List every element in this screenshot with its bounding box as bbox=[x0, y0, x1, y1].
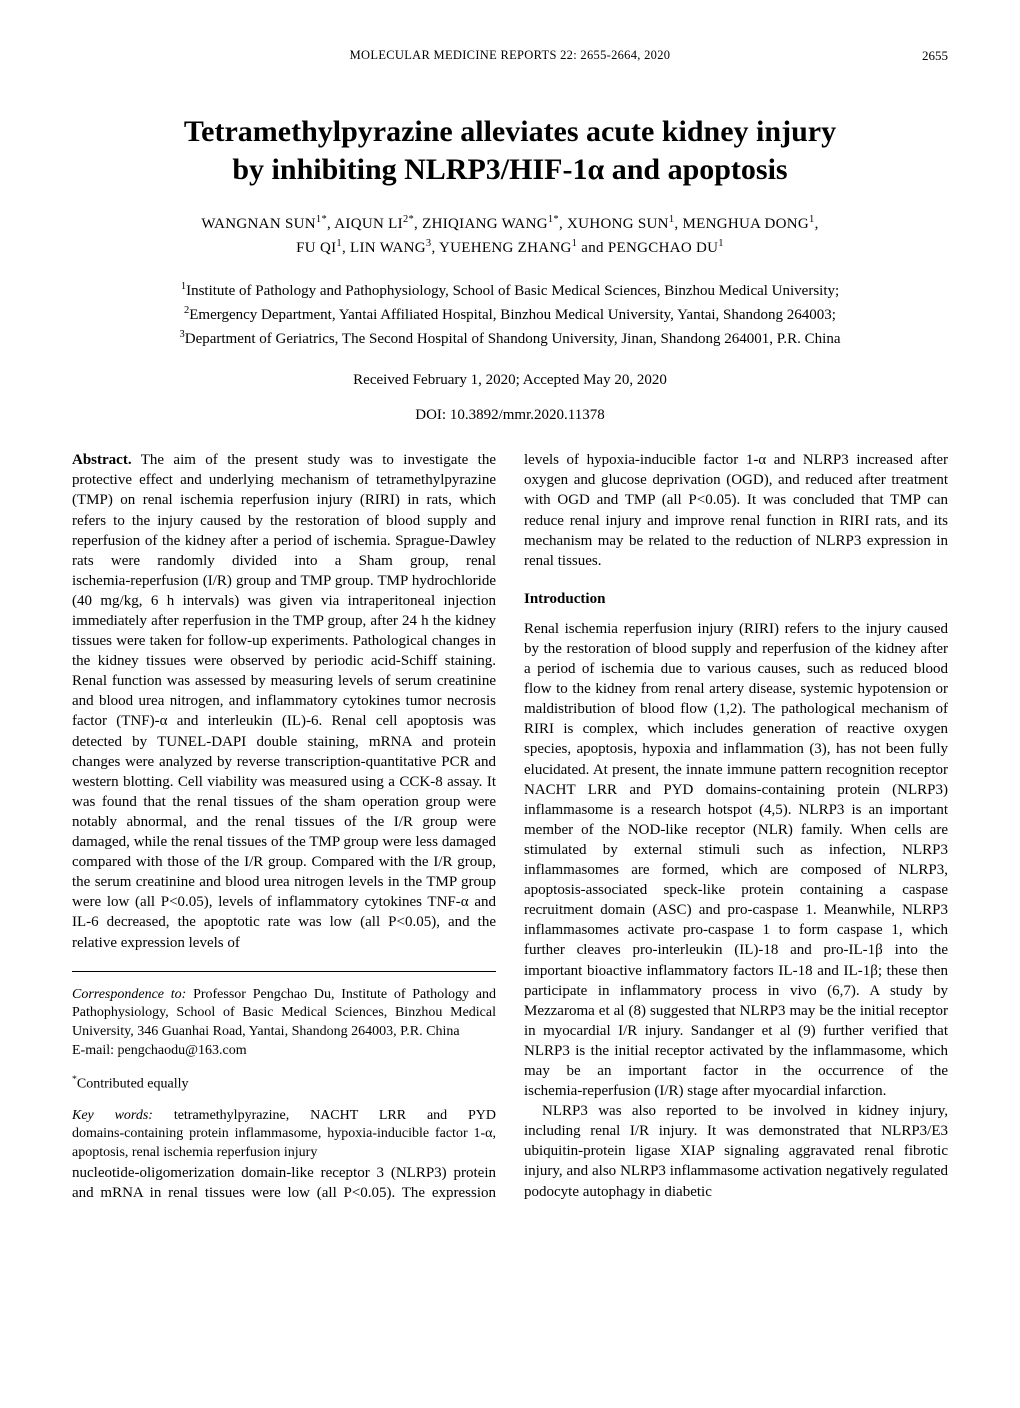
sep: , XUHONG SUN bbox=[559, 216, 669, 232]
contrib-text: Contributed equally bbox=[77, 1077, 189, 1092]
sep: , MENGHUA DONG bbox=[674, 216, 809, 232]
keywords-label: Key words: bbox=[72, 1108, 153, 1123]
contributed-equally: *Contributed equally bbox=[72, 1073, 496, 1094]
sep: , YUEHENG ZHANG bbox=[431, 240, 571, 256]
aff-2: Emergency Department, Yantai Affiliated … bbox=[189, 307, 836, 323]
sep: , AIQUN LI bbox=[327, 216, 403, 232]
author-1: WANGNAN SUN bbox=[201, 216, 316, 232]
running-head: MOLECULAR MEDICINE REPORTS 22: 2655-2664… bbox=[72, 48, 948, 63]
aff-3: Department of Geriatrics, The Second Hos… bbox=[185, 331, 841, 347]
intro-paragraph-2: NLRP3 was also reported to be involved i… bbox=[524, 1101, 948, 1201]
author-list: WANGNAN SUN1*, AIQUN LI2*, ZHIQIANG WANG… bbox=[72, 212, 948, 259]
page-number: 2655 bbox=[922, 48, 948, 64]
sep: , ZHIQIANG WANG bbox=[414, 216, 548, 232]
author-3-sup: 1* bbox=[548, 214, 559, 225]
aff-1: Institute of Pathology and Pathophysiolo… bbox=[186, 283, 839, 299]
title-line-2: by inhibiting NLRP3/HIF‑1α and apoptosis bbox=[232, 153, 787, 186]
intro-paragraph-1: Renal ischemia reperfusion injury (RIRI)… bbox=[524, 619, 948, 1101]
title-line-1: Tetramethylpyrazine alleviates acute kid… bbox=[184, 115, 836, 148]
author-2-sup: 2* bbox=[403, 214, 414, 225]
abstract-text: The aim of the present study was to inve… bbox=[72, 452, 496, 950]
article-title: Tetramethylpyrazine alleviates acute kid… bbox=[72, 113, 948, 188]
and: and bbox=[577, 240, 608, 256]
author-9: PENGCHAO DU bbox=[608, 240, 718, 256]
introduction-heading: Introduction bbox=[524, 589, 948, 609]
author-9-sup: 1 bbox=[718, 238, 724, 249]
correspondence-label: Correspondence to: bbox=[72, 987, 186, 1002]
footer-block: Correspondence to: Professor Pengchao Du… bbox=[72, 971, 496, 1164]
affiliations: 1Institute of Pathology and Pathophysiol… bbox=[84, 279, 936, 350]
author-1-sup: 1* bbox=[316, 214, 327, 225]
sep: , LIN WANG bbox=[342, 240, 426, 256]
correspondence-block: Correspondence to: Professor Pengchao Du… bbox=[72, 986, 496, 1062]
doi: DOI: 10.3892/mmr.2020.11378 bbox=[72, 407, 948, 424]
footer-divider bbox=[72, 971, 496, 972]
body-columns: Abstract. The aim of the present study w… bbox=[72, 450, 948, 1203]
abstract-label: Abstract. bbox=[72, 452, 132, 468]
sep: , bbox=[815, 216, 819, 232]
abstract-paragraph: Abstract. The aim of the present study w… bbox=[72, 450, 496, 952]
author-6: FU QI bbox=[296, 240, 336, 256]
received-accepted-dates: Received February 1, 2020; Accepted May … bbox=[72, 372, 948, 389]
keywords-block: Key words: tetramethylpyrazine, NACHT LR… bbox=[72, 1107, 496, 1164]
correspondence-email: E‑mail: pengchaodu@163.com bbox=[72, 1043, 247, 1058]
